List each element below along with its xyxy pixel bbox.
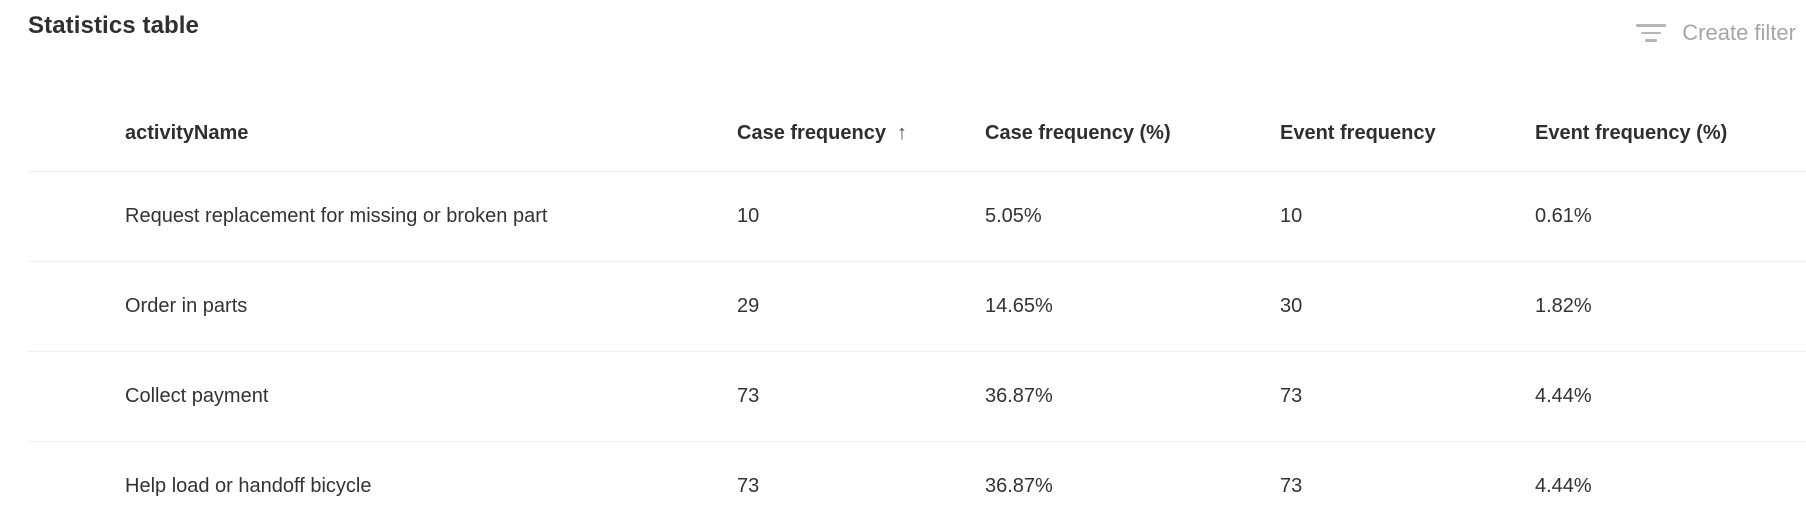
- cell-case-frequency-pct: 14.65%: [985, 295, 1053, 317]
- column-header-label: Case frequency (%): [985, 122, 1171, 144]
- cell-event-frequency: 73: [1280, 475, 1303, 497]
- column-header-label: activityName: [125, 122, 249, 144]
- create-filter-button[interactable]: Create filter: [1634, 14, 1798, 52]
- sort-ascending-icon: ↑: [896, 122, 907, 144]
- cell-case-frequency: 73: [737, 475, 760, 497]
- cell-event-frequency-pct: 1.82%: [1535, 295, 1592, 317]
- page-title: Statistics table: [28, 12, 199, 39]
- table-header-row: activityName Case frequency ↑ Case frequ…: [28, 96, 1806, 172]
- column-header-label: Event frequency (%): [1535, 122, 1728, 144]
- cell-event-frequency-pct: 4.44%: [1535, 385, 1592, 407]
- column-header-event-frequency-pct[interactable]: Event frequency (%): [1535, 122, 1806, 145]
- cell-case-frequency-pct: 36.87%: [985, 475, 1053, 497]
- create-filter-label: Create filter: [1682, 20, 1796, 45]
- cell-case-frequency-pct: 36.87%: [985, 385, 1053, 407]
- column-header-label: Event frequency: [1280, 122, 1436, 144]
- panel-header: Statistics table Create filter: [0, 0, 1806, 96]
- cell-event-frequency-pct: 4.44%: [1535, 475, 1592, 497]
- cell-activity-name: Order in parts: [125, 295, 248, 317]
- cell-activity-name: Help load or handoff bicycle: [125, 475, 372, 497]
- cell-case-frequency: 29: [737, 295, 760, 317]
- statistics-table: activityName Case frequency ↑ Case frequ…: [0, 96, 1806, 526]
- cell-case-frequency-pct: 5.05%: [985, 205, 1042, 227]
- cell-event-frequency: 10: [1280, 205, 1303, 227]
- cell-activity-name: Request replacement for missing or broke…: [125, 205, 548, 227]
- table-row: Help load or handoff bicycle 73 36.87% 7…: [28, 442, 1806, 526]
- column-header-case-frequency[interactable]: Case frequency ↑: [737, 122, 985, 145]
- table-row: Order in parts 29 14.65% 30 1.82%: [28, 262, 1806, 352]
- table-row: Collect payment 73 36.87% 73 4.44%: [28, 352, 1806, 442]
- column-header-event-frequency[interactable]: Event frequency: [1280, 122, 1535, 145]
- filter-icon: [1636, 24, 1667, 42]
- column-header-case-frequency-pct[interactable]: Case frequency (%): [985, 122, 1280, 145]
- cell-event-frequency-pct: 0.61%: [1535, 205, 1592, 227]
- cell-activity-name: Collect payment: [125, 385, 269, 407]
- table-row: Request replacement for missing or broke…: [28, 172, 1806, 262]
- column-header-label: Case frequency: [737, 122, 886, 144]
- cell-case-frequency: 73: [737, 385, 760, 407]
- column-header-activity-name[interactable]: activityName: [28, 122, 737, 145]
- cell-event-frequency: 30: [1280, 295, 1303, 317]
- cell-case-frequency: 10: [737, 205, 760, 227]
- cell-event-frequency: 73: [1280, 385, 1303, 407]
